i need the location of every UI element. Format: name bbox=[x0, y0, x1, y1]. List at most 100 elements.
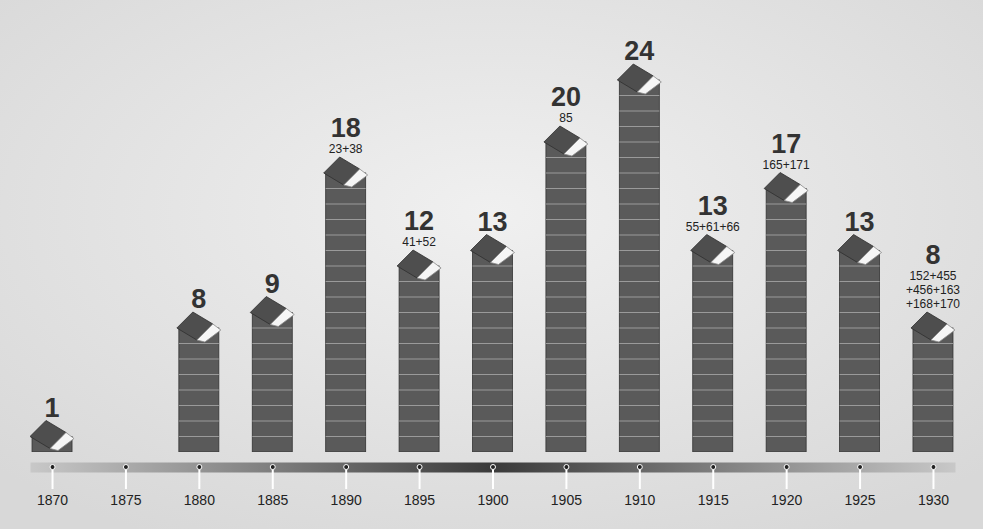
data-label: 17 bbox=[771, 129, 801, 159]
book-stack bbox=[911, 312, 955, 452]
book-edge bbox=[326, 188, 366, 189]
book-pages bbox=[931, 324, 955, 342]
book-edge bbox=[693, 405, 733, 406]
book-edge bbox=[399, 389, 439, 390]
book-edge bbox=[619, 95, 659, 96]
book-edge bbox=[546, 358, 586, 359]
book-edge bbox=[399, 312, 439, 313]
tick-mark bbox=[859, 467, 861, 489]
book-pages bbox=[784, 185, 808, 203]
tick-mark bbox=[198, 467, 200, 489]
book-edge bbox=[473, 281, 513, 282]
book-edge bbox=[766, 219, 806, 220]
book-edge bbox=[840, 281, 880, 282]
book-edge bbox=[693, 281, 733, 282]
book-pages bbox=[344, 169, 368, 187]
tick-mark bbox=[492, 467, 494, 489]
book-edge bbox=[546, 374, 586, 375]
book-edge bbox=[326, 250, 366, 251]
book-edge bbox=[619, 374, 659, 375]
tick-dot bbox=[711, 465, 716, 470]
book-edge bbox=[840, 389, 880, 390]
data-label: 8 bbox=[191, 284, 206, 314]
book-edge bbox=[619, 203, 659, 204]
chart: 1870187518801885189018951900190519101915… bbox=[0, 0, 983, 529]
book-edge bbox=[473, 265, 513, 266]
book-stack bbox=[177, 312, 221, 452]
book-edge bbox=[546, 343, 586, 344]
bar bbox=[399, 266, 439, 452]
book-edge bbox=[693, 358, 733, 359]
tick-label: 1900 bbox=[477, 492, 508, 508]
book-edge bbox=[326, 405, 366, 406]
book-edge bbox=[693, 296, 733, 297]
book-edge bbox=[619, 389, 659, 390]
book-edge bbox=[179, 436, 219, 437]
book-edge bbox=[766, 405, 806, 406]
tick-label: 1875 bbox=[110, 492, 141, 508]
book-stack bbox=[691, 235, 735, 453]
book-edge bbox=[473, 405, 513, 406]
book-edge bbox=[619, 219, 659, 220]
book-edge bbox=[840, 436, 880, 437]
book-edge bbox=[913, 358, 953, 359]
book-stack bbox=[471, 235, 515, 453]
book-edge bbox=[326, 436, 366, 437]
tick-dot bbox=[197, 465, 202, 470]
book-edge bbox=[546, 172, 586, 173]
book-edge bbox=[326, 296, 366, 297]
tick-dot bbox=[123, 465, 128, 470]
book-edge bbox=[399, 374, 439, 375]
tick-label: 1905 bbox=[551, 492, 582, 508]
book-edge bbox=[399, 436, 439, 437]
book-stack bbox=[838, 235, 882, 453]
tick-mark bbox=[272, 467, 274, 489]
book-edge bbox=[473, 296, 513, 297]
tick: 1875 bbox=[110, 465, 141, 508]
tick-label: 1920 bbox=[771, 492, 802, 508]
book-edge bbox=[693, 312, 733, 313]
book-edge bbox=[693, 374, 733, 375]
book-edge bbox=[619, 327, 659, 328]
book-edge bbox=[473, 343, 513, 344]
book-edge bbox=[766, 250, 806, 251]
book-edge bbox=[546, 157, 586, 158]
book-edge bbox=[546, 327, 586, 328]
book-edge bbox=[252, 405, 292, 406]
book-edge bbox=[693, 327, 733, 328]
tick-label: 1890 bbox=[331, 492, 362, 508]
tick: 1930 bbox=[918, 465, 949, 508]
data-label: 9 bbox=[265, 269, 280, 299]
annotation: 85 bbox=[559, 111, 573, 125]
book-edge bbox=[473, 312, 513, 313]
book-edge bbox=[766, 389, 806, 390]
tick: 1870 bbox=[37, 465, 68, 508]
tick-mark bbox=[932, 467, 934, 489]
book-edge bbox=[326, 358, 366, 359]
bar bbox=[252, 313, 292, 453]
book-edge bbox=[766, 343, 806, 344]
book-edge bbox=[399, 420, 439, 421]
book-edge bbox=[546, 296, 586, 297]
book-edge bbox=[473, 436, 513, 437]
book-edge bbox=[252, 374, 292, 375]
tick-dot bbox=[344, 465, 349, 470]
book-edge bbox=[399, 296, 439, 297]
book-edge bbox=[179, 420, 219, 421]
book-edge bbox=[473, 327, 513, 328]
tick-dot bbox=[417, 465, 422, 470]
book-edge bbox=[473, 358, 513, 359]
book-edge bbox=[693, 265, 733, 266]
book-edge bbox=[840, 358, 880, 359]
bar bbox=[840, 251, 880, 453]
book-pages bbox=[50, 433, 74, 451]
data-label: 1 bbox=[45, 393, 60, 423]
book-edge bbox=[693, 420, 733, 421]
tick: 1925 bbox=[844, 465, 875, 508]
book-stack bbox=[617, 64, 661, 452]
tick-mark bbox=[345, 467, 347, 489]
book-edge bbox=[546, 312, 586, 313]
tick-dot bbox=[784, 465, 789, 470]
book-edge bbox=[546, 250, 586, 251]
data-label: 13 bbox=[698, 191, 728, 221]
